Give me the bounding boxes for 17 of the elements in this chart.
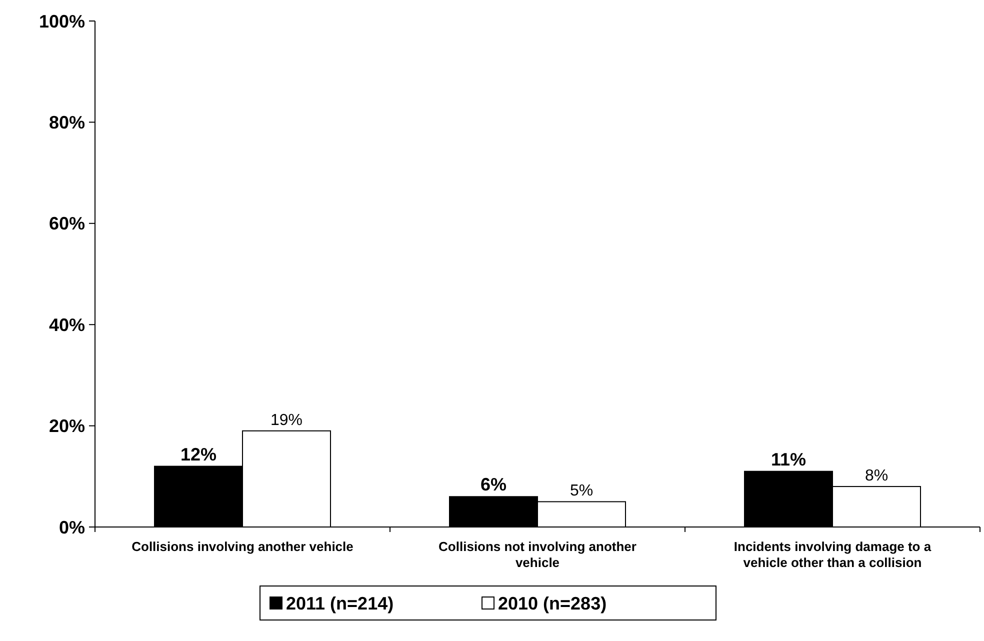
x-tick-label: Incidents involving damage to a vehicle other than a collision xyxy=(734,539,932,570)
data-label: 8% xyxy=(864,468,888,485)
data-label: 19% xyxy=(270,412,303,429)
y-tick-label: 80% xyxy=(48,112,85,132)
y-tick-label: 0% xyxy=(58,517,85,538)
data-label: 12% xyxy=(180,444,217,464)
data-label: 5% xyxy=(570,482,594,500)
y-tick-label: 20% xyxy=(48,416,85,436)
legend-label: 2010 (n=283) xyxy=(498,593,607,614)
x-tick-label: Collisions involving another vehicle xyxy=(132,539,354,554)
x-tick-label: Collisions not involving another vehicle xyxy=(438,539,636,570)
y-tick-label: 100% xyxy=(38,11,85,32)
y-tick-label: 60% xyxy=(48,214,85,234)
y-tick-label: 40% xyxy=(48,314,85,335)
legend-label: 2011 (n=214) xyxy=(286,593,394,614)
data-label: 11% xyxy=(770,449,806,470)
data-label: 6% xyxy=(480,474,507,495)
